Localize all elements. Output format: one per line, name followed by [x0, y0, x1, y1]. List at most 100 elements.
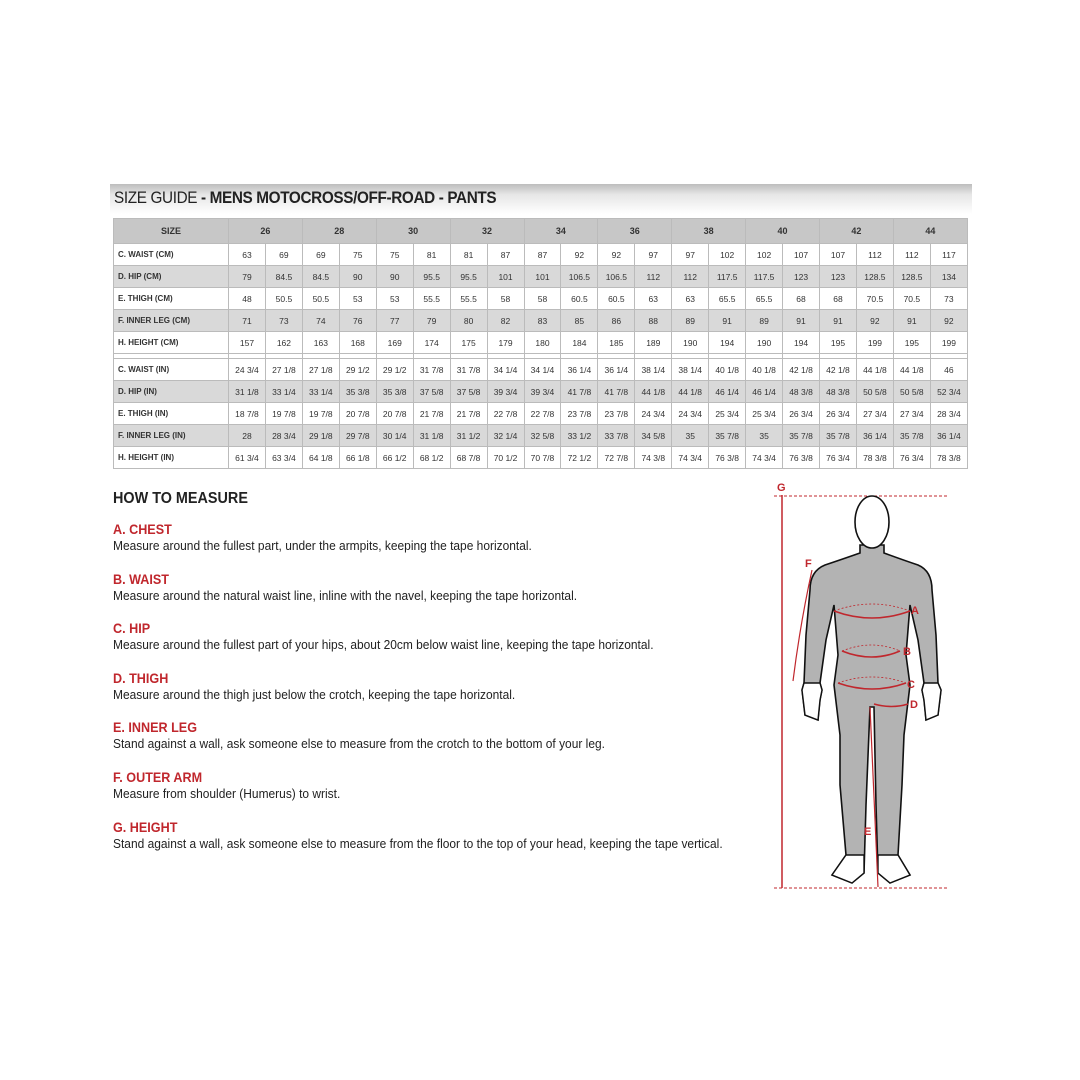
table-cell: 76 3/8: [782, 446, 820, 469]
table-cell: 39 3/4: [523, 380, 562, 403]
table-cell: 36 1/4: [855, 424, 894, 447]
size-header-row: SIZE 26 28 30 32 34 36 38 40 42 44: [113, 218, 969, 244]
table-cell: 41 7/8: [560, 380, 599, 403]
table-cell: 48 3/8: [782, 380, 820, 403]
table-cell: 55.5: [412, 287, 451, 310]
measure-item: E. INNER LEG Stand against a wall, ask so…: [113, 719, 763, 769]
row-label: C. WAIST (CM): [113, 243, 229, 266]
table-cell: 79: [412, 309, 451, 332]
table-cell: 32 5/8: [523, 424, 562, 447]
table-cell: 65.5: [745, 287, 784, 310]
measure-item-text: Measure around the natural waist line, i…: [113, 587, 578, 603]
table-cell: 117.5: [708, 265, 747, 288]
measure-item-text: Measure around the thigh just below the …: [113, 686, 516, 702]
body-measure-figure: A B C D E F G: [774, 482, 948, 889]
table-cell: 50 5/8: [855, 380, 894, 403]
row-label: C. WAIST (IN): [113, 358, 229, 381]
table-cell: 91: [782, 309, 820, 332]
table-row: H. HEIGHT (CM) 157 162 163 168 169 174 175 179 18…: [113, 331, 969, 354]
table-cell: 70.5: [892, 287, 931, 310]
table-cell: 84.5: [264, 265, 303, 288]
table-cell: 72 1/2: [560, 446, 599, 469]
size-column-header: 30: [375, 218, 451, 244]
table-cell: 168: [338, 331, 377, 354]
row-label: F. INNER LEG (IN): [113, 424, 229, 447]
table-cell: 82: [486, 309, 525, 332]
table-cell: 117: [929, 243, 969, 266]
table-cell: 107: [782, 243, 820, 266]
table-cell: 85: [560, 309, 599, 332]
measure-item: B. WAIST Measure around the natural waist…: [113, 571, 763, 621]
table-cell: 61 3/4: [228, 446, 266, 469]
head: [854, 495, 890, 549]
title-light: SIZE GUIDE: [114, 188, 198, 207]
measure-item-title: A. CHEST: [113, 521, 172, 537]
size-column-header: 42: [819, 218, 894, 244]
measure-item-title: C. HIP: [113, 620, 151, 637]
table-cell: 190: [671, 331, 710, 354]
table-cell: 86: [597, 309, 636, 332]
table-cell: 24 3/4: [671, 402, 710, 425]
table-cell: 63: [228, 243, 266, 266]
table-cell: 163: [301, 331, 340, 354]
table-cell: 26 3/4: [782, 402, 820, 425]
table-cell: 39 3/4: [486, 380, 525, 403]
table-cell: 38 1/4: [671, 358, 710, 381]
table-cell: 27 1/8: [264, 358, 303, 381]
size-column-header: 44: [892, 218, 969, 244]
table-cell: 179: [486, 331, 525, 354]
table-cell: 76 3/4: [819, 446, 857, 469]
table-cell: 75: [375, 243, 414, 266]
table-cell: 19 7/8: [301, 402, 340, 425]
size-column-header: 36: [597, 218, 673, 244]
table-cell: 50.5: [264, 287, 303, 310]
table-cell: 42 1/8: [819, 358, 857, 381]
table-cell: 20 7/8: [338, 402, 377, 425]
table-cell: 20 7/8: [375, 402, 414, 425]
table-cell: 180: [523, 331, 562, 354]
size-column-header: 32: [449, 218, 525, 244]
table-cell: 162: [264, 331, 303, 354]
table-cell: 70.5: [855, 287, 894, 310]
table-cell: 169: [375, 331, 414, 354]
table-cell: 63 3/4: [264, 446, 303, 469]
table-cell: 30 1/4: [375, 424, 414, 447]
table-cell: 23 7/8: [560, 402, 599, 425]
table-cell: 37 5/8: [412, 380, 451, 403]
size-column-header: 26: [228, 218, 303, 244]
table-cell: 36 1/4: [929, 424, 969, 447]
table-cell: 74 3/8: [634, 446, 673, 469]
table-cell: 22 7/8: [523, 402, 562, 425]
table-cell: 19 7/8: [264, 402, 303, 425]
table-cell: 123: [782, 265, 820, 288]
table-cell: 112: [634, 265, 673, 288]
table-cell: 88: [634, 309, 673, 332]
table-cell: 87: [523, 243, 562, 266]
table-cell: 21 7/8: [449, 402, 488, 425]
table-row: F. INNER LEG (IN) 28 28 3/4 29 1/8 29 7/8 30 …: [113, 424, 969, 447]
measure-item-title: F. OUTER ARM: [113, 768, 203, 785]
table-cell: 24 3/4: [228, 358, 266, 381]
table-row: C. WAIST (IN) 24 3/4 27 1/8 27 1/8 29 1/2 29 …: [113, 358, 969, 381]
table-cell: 175: [449, 331, 488, 354]
size-column-header: 28: [301, 218, 377, 244]
table-cell: 81: [449, 243, 488, 266]
table-cell: 92: [929, 309, 969, 332]
table-cell: 78 3/8: [855, 446, 894, 469]
table-cell: 92: [597, 243, 636, 266]
table-row: E. THIGH (IN) 18 7/8 19 7/8 19 7/8 20 7/8 20 …: [113, 402, 969, 425]
table-cell: 112: [855, 243, 894, 266]
table-cell: 190: [745, 331, 784, 354]
table-cell: 48: [228, 287, 266, 310]
table-cell: 25 3/4: [745, 402, 784, 425]
table-cell: 35 7/8: [782, 424, 820, 447]
table-cell: 50 5/8: [892, 380, 931, 403]
table-cell: 31 7/8: [412, 358, 451, 381]
table-cell: 90: [338, 265, 377, 288]
table-cell: 22 7/8: [486, 402, 525, 425]
table-cell: 75: [338, 243, 377, 266]
table-cell: 33 1/4: [301, 380, 340, 403]
table-cell: 35 3/8: [338, 380, 377, 403]
table-cell: 28: [228, 424, 266, 447]
table-cell: 63: [634, 287, 673, 310]
